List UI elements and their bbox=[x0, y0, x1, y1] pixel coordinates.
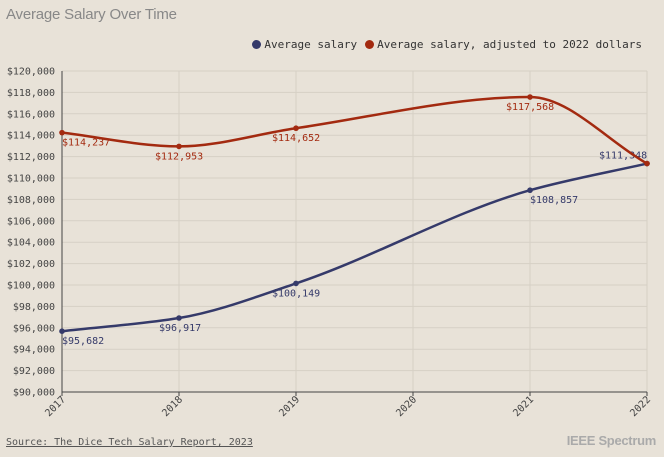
y-tick-label: $116,000 bbox=[7, 109, 55, 120]
data-label: $117,568 bbox=[506, 102, 554, 113]
data-point bbox=[293, 280, 299, 287]
y-tick-label: $98,000 bbox=[13, 302, 55, 313]
data-point bbox=[176, 315, 182, 321]
y-tick-label: $90,000 bbox=[13, 388, 55, 399]
y-tick-label: $108,000 bbox=[7, 195, 55, 206]
y-tick-label: $120,000 bbox=[7, 67, 55, 78]
series-line-0 bbox=[60, 162, 649, 333]
legend-label-average-salary: Average salary bbox=[264, 38, 358, 51]
data-point bbox=[176, 143, 182, 150]
data-label: $111,348 bbox=[599, 151, 647, 162]
legend-dot-average-salary bbox=[252, 40, 262, 49]
source-note: Source: The Dice Tech Salary Report, 202… bbox=[6, 437, 253, 448]
data-point bbox=[644, 160, 650, 167]
data-point bbox=[59, 328, 65, 335]
y-tick-label: $100,000 bbox=[7, 281, 55, 292]
y-tick-label: $112,000 bbox=[7, 152, 55, 163]
x-tick-label: 2019 bbox=[277, 394, 302, 419]
y-tick-label: $94,000 bbox=[13, 345, 55, 356]
data-label: $108,857 bbox=[530, 195, 578, 206]
y-tick-label: $92,000 bbox=[13, 366, 55, 377]
legend-label-adjusted-salary: Average salary, adjusted to 2022 dollars bbox=[377, 38, 642, 51]
legend-item-average-salary: Average salary bbox=[252, 38, 357, 51]
data-point bbox=[527, 187, 533, 194]
data-label: $114,237 bbox=[62, 138, 110, 149]
data-label: $95,682 bbox=[62, 336, 104, 347]
x-tick-label: 2018 bbox=[160, 394, 185, 419]
data-label: $112,953 bbox=[155, 151, 203, 162]
y-tick-label: $96,000 bbox=[13, 323, 55, 334]
data-point bbox=[59, 129, 65, 136]
x-tick-label: 2020 bbox=[394, 394, 419, 419]
brand-logo: IEEE Spectrum bbox=[566, 433, 657, 448]
legend-dot-adjusted-salary bbox=[365, 40, 375, 49]
data-label: $100,149 bbox=[272, 288, 320, 299]
x-tick-label: 2022 bbox=[628, 394, 653, 419]
data-point bbox=[293, 125, 299, 132]
y-tick-label: $106,000 bbox=[7, 216, 55, 227]
data-label: $114,652 bbox=[272, 133, 320, 144]
x-tick-label: 2021 bbox=[511, 394, 536, 419]
data-point bbox=[527, 94, 533, 100]
y-tick-label: $118,000 bbox=[7, 88, 55, 99]
y-tick-label: $110,000 bbox=[7, 174, 55, 185]
chart-title: Average Salary Over Time bbox=[6, 6, 177, 23]
y-tick-label: $102,000 bbox=[7, 259, 55, 270]
data-label: $96,917 bbox=[159, 323, 201, 334]
legend-item-adjusted-salary: Average salary, adjusted to 2022 dollars bbox=[365, 38, 642, 51]
y-tick-label: $104,000 bbox=[7, 238, 55, 249]
series-line-1 bbox=[60, 95, 649, 165]
y-tick-label: $114,000 bbox=[7, 131, 55, 142]
legend: Average salary Average salary, adjusted … bbox=[252, 38, 642, 51]
